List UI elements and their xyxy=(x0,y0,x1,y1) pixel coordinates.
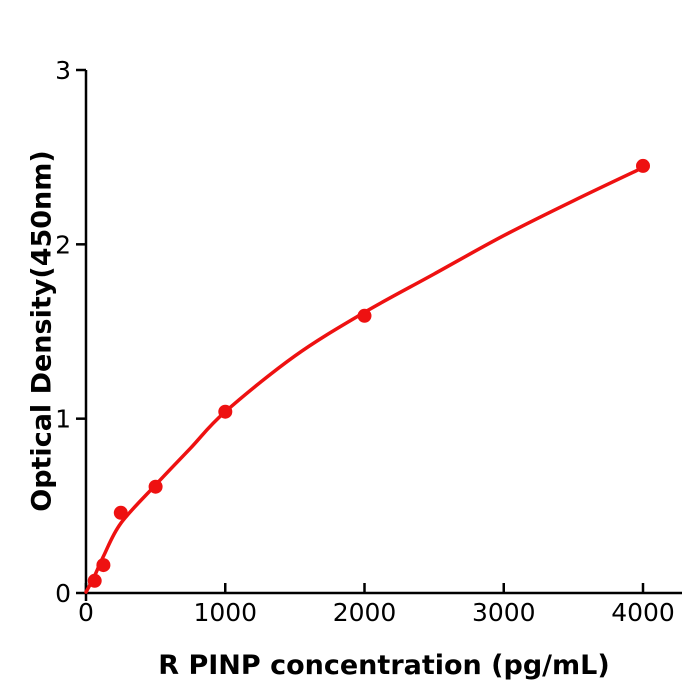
x-tick-label: 4000 xyxy=(611,598,675,627)
fit-curve-line xyxy=(84,165,645,594)
data-point xyxy=(357,308,372,323)
data-point xyxy=(96,558,111,573)
data-point xyxy=(148,479,163,494)
y-axis-title: Optical Density(450nm) xyxy=(26,150,58,512)
x-axis-title: R PINP concentration (pg/mL) xyxy=(158,650,610,681)
data-point xyxy=(218,404,233,419)
data-point xyxy=(113,505,128,520)
x-tick-label: 0 xyxy=(78,598,94,627)
y-tick-label: 3 xyxy=(55,56,71,85)
y-tick-label: 2 xyxy=(55,230,71,259)
x-tick-label: 1000 xyxy=(193,598,257,627)
data-point xyxy=(87,573,102,588)
x-tick-label: 3000 xyxy=(472,598,536,627)
x-tick-label: 2000 xyxy=(333,598,397,627)
y-tick-label: 0 xyxy=(55,579,71,608)
y-tick-label: 1 xyxy=(55,405,71,434)
data-point xyxy=(636,158,650,173)
